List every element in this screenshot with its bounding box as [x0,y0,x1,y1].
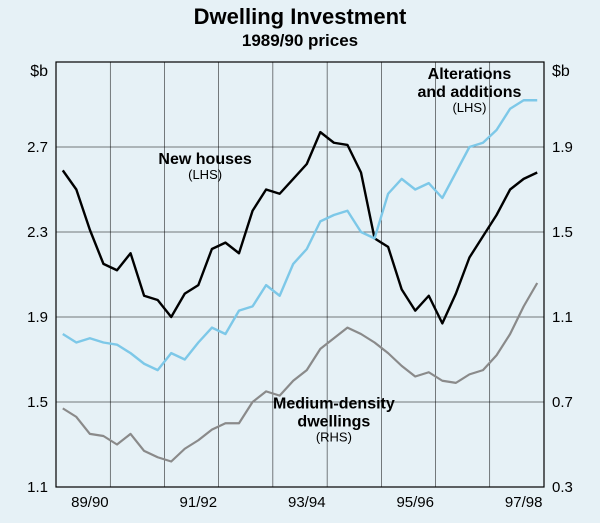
x-tick: 91/92 [180,494,218,511]
left-tick: 1.5 [27,394,48,411]
right-axis-label: $b [552,63,570,80]
left-tick: 1.1 [27,479,48,496]
label-alterations-sub: (LHS) [452,100,486,115]
dwelling-investment-chart: Dwelling Investment 1989/90 prices 1.1 1.5 1… [0,0,600,523]
x-tick: 95/96 [396,494,434,511]
right-tick: 0.7 [552,394,573,411]
label-medium-density: Medium-density [273,395,395,412]
right-tick: 0.3 [552,479,573,496]
left-axis-label: $b [30,63,48,80]
label-medium-density-sub: (RHS) [316,429,352,444]
left-tick: 2.3 [27,224,48,241]
left-tick: 2.7 [27,139,48,156]
x-tick: 93/94 [288,494,326,511]
right-tick: 1.9 [552,139,573,156]
chart-title: Dwelling Investment [194,4,407,29]
label-medium-density-2: dwellings [297,413,370,430]
left-tick: 1.9 [27,309,48,326]
right-tick: 1.5 [552,224,573,241]
label-alterations-2: and additions [417,84,521,101]
x-tick: 89/90 [71,494,109,511]
x-tick: 97/98 [505,494,543,511]
label-new-houses-sub: (LHS) [188,167,222,182]
right-tick: 1.1 [552,309,573,326]
chart-subtitle: 1989/90 prices [242,31,358,50]
label-new-houses: New houses [158,151,251,168]
label-alterations: Alterations [428,66,512,83]
